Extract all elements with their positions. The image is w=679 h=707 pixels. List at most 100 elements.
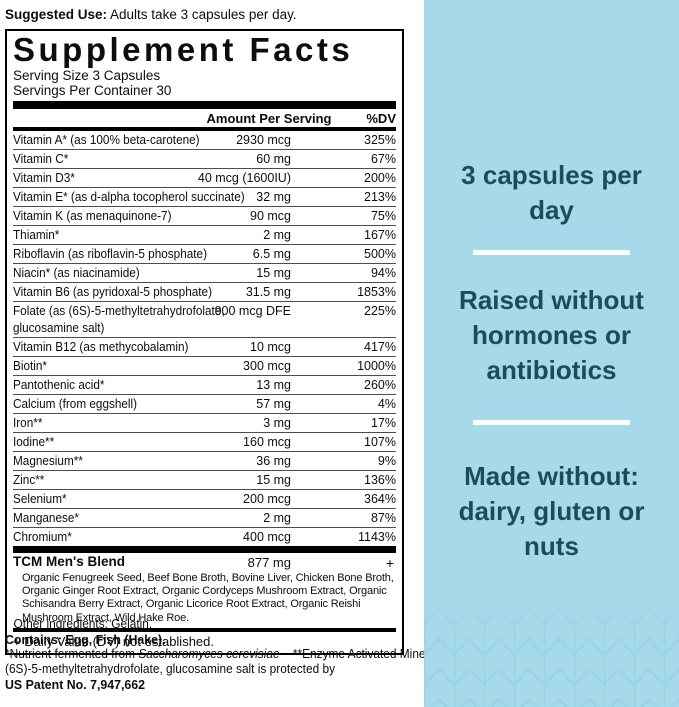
nutrient-name: Selenium* [13, 492, 67, 506]
nutrient-dv: 67% [370, 152, 396, 166]
nutrient-name: Vitamin E* (as d-alpha tocopherol succin… [13, 190, 245, 204]
nutrient-row: Biotin* 300 mcg 1000% [13, 357, 396, 376]
nutrient-amount: 60 mg [256, 152, 291, 166]
nutrient-name: Calcium (from eggshell) [13, 397, 138, 411]
nutrient-row: Vitamin C* 60 mg 67% [13, 150, 396, 169]
nutrient-dv: 136% [364, 473, 396, 487]
nutrient-row: Zinc** 15 mg 136% [13, 471, 396, 490]
divider-bar-footnote [13, 627, 396, 632]
nutrient-amount: 300 mcg [243, 359, 291, 373]
nutrient-rows: Vitamin A* (as 100% beta-carotene) 2930 … [13, 131, 396, 546]
nutrient-amount: 400 mcg [243, 530, 291, 544]
nutrient-note: *Nutrient fermented from Saccharomyces c… [5, 647, 439, 662]
divider-bar-thick [13, 101, 396, 109]
nutrient-row: Iodine** 160 mcg 107% [13, 433, 396, 452]
nutrient-name: Vitamin C* [13, 152, 69, 166]
servings-per-container: Servings Per Container 30 [13, 83, 172, 98]
nutrient-amount: 2 mg [263, 511, 291, 525]
nutrient-note-species: Saccharomyces cerevisiae [138, 647, 280, 661]
nutrient-row: Magnesium** 36 mg 9% [13, 452, 396, 471]
nutrient-row: Folate (as (6S)-5-methyltetrahydrofolate… [13, 302, 396, 338]
nutrient-dv: 17% [370, 416, 396, 430]
claim-divider-2 [473, 420, 630, 425]
nutrient-dv: 213% [364, 190, 396, 204]
nutrient-dv: 75% [370, 209, 396, 223]
nutrient-dv: 500% [364, 247, 396, 261]
nutrient-name: Vitamin A* (as 100% beta-carotene) [13, 133, 200, 147]
claim-made-without: Made without: dairy, gluten or nuts [458, 461, 645, 561]
other-ingredients: Other ingredients: Gelatin. [13, 617, 153, 631]
nutrient-row: Thiamin* 2 mg 167% [13, 226, 396, 245]
nutrient-row: Vitamin E* (as d-alpha tocopherol succin… [13, 188, 396, 207]
nutrient-row: Manganese* 2 mg 87% [13, 509, 396, 528]
nutrient-amount: 90 mcg [250, 209, 291, 223]
nutrient-amount: 10 mcg [250, 340, 291, 354]
serving-size: Serving Size 3 Capsules [13, 68, 161, 83]
blend-row: TCM Men's Blend 877 mg + [13, 553, 396, 572]
nutrient-name: Manganese* [13, 511, 79, 525]
chevron-pattern [424, 599, 679, 707]
blue-side-panel: 3 capsules per day Raised without hormon… [424, 0, 679, 707]
claim-divider-1 [473, 250, 630, 255]
nutrient-amount: 13 mg [256, 378, 291, 392]
nutrient-row: Vitamin B6 (as pyridoxal-5 phosphate) 31… [13, 283, 396, 302]
dv-footnote: + Daily Value (DV) not established. [13, 633, 214, 649]
nutrient-dv: 225% [364, 304, 396, 318]
nutrient-dv: 200% [364, 171, 396, 185]
nutrient-row: Vitamin A* (as 100% beta-carotene) 2930 … [13, 131, 396, 150]
suggested-use-label: Suggested Use: [5, 7, 108, 22]
blend-name: TCM Men's Blend [13, 554, 125, 569]
nutrient-row: Niacin* (as niacinamide) 15 mg 94% [13, 264, 396, 283]
nutrient-row: Vitamin D3* 40 mcg (1600IU) 200% [13, 169, 396, 188]
nutrient-dv: 107% [364, 435, 396, 449]
nutrient-name: Biotin* [13, 359, 47, 373]
nutrient-amount: 31.5 mg [245, 285, 291, 299]
nutrient-row: Selenium* 200 mcg 364% [13, 490, 396, 509]
nutrient-amount: 36 mg [256, 454, 291, 468]
amount-per-serving-header: Amount Per Serving [206, 111, 332, 126]
divider-bar-medium [13, 127, 396, 131]
label-column: Suggested Use: Adults take 3 capsules pe… [5, 7, 439, 692]
nutrient-name: Folate (as (6S)-5-methyltetrahydrofolate… [13, 304, 225, 335]
blend-amount: 877 mg [247, 555, 291, 570]
nutrient-amount: 2930 mcg [236, 133, 291, 147]
nutrient-row: Pantothenic acid* 13 mg 260% [13, 376, 396, 395]
nutrient-name: Riboflavin (as riboflavin-5 phosphate) [13, 247, 207, 261]
nutrient-dv: 1143% [358, 530, 396, 544]
suggested-use: Suggested Use: Adults take 3 capsules pe… [5, 7, 419, 23]
nutrient-note-post: **Enzyme Activated Mineral [292, 647, 439, 661]
table-header-row: Amount Per Serving %DV [13, 109, 396, 127]
nutrient-amount: 2 mg [263, 228, 291, 242]
nutrient-row: Calcium (from eggshell) 57 mg 4% [13, 395, 396, 414]
nutrient-amount: 6.5 mg [252, 247, 291, 261]
nutrient-note-pre: *Nutrient fermented from [5, 647, 139, 661]
supplement-facts-title: Supplement Facts [13, 31, 354, 68]
nutrient-dv: 1000% [357, 359, 396, 373]
nutrient-dv: 94% [370, 266, 396, 280]
divider-bar-blend [13, 546, 396, 553]
label-notes: Other ingredients: Gelatin. Contains: Eg… [5, 617, 439, 692]
nutrient-amount: 57 mg [256, 397, 291, 411]
nutrient-row: Vitamin B12 (as methycobalamin) 10 mcg 4… [13, 338, 396, 357]
side-panel-content: 3 capsules per day Raised without hormon… [424, 0, 679, 564]
nutrient-dv: 260% [364, 378, 396, 392]
nutrient-amount: 160 mcg [243, 435, 291, 449]
nutrient-row: Riboflavin (as riboflavin-5 phosphate) 6… [13, 245, 396, 264]
nutrient-dv: 364% [364, 492, 396, 506]
nutrient-dv: 87% [370, 511, 396, 525]
claim-raised-without: Raised without hormones or antibiotics [459, 285, 644, 385]
nutrient-dv: 325% [364, 133, 396, 147]
suggested-use-text: Adults take 3 capsules per day. [107, 7, 297, 22]
nutrient-dv: 1853% [357, 285, 396, 299]
nutrient-amount: 15 mg [256, 266, 291, 280]
percent-dv-header: %DV [366, 111, 396, 126]
nutrient-amount: 900 mcg DFE [214, 304, 291, 318]
nutrient-name: Thiamin* [13, 228, 60, 242]
blend-dv: + [385, 555, 394, 571]
nutrient-dv: 9% [377, 454, 396, 468]
nutrient-amount: 40 mcg (1600IU) [197, 171, 291, 185]
patent-number: US Patent No. 7,947,662 [5, 677, 146, 692]
nutrient-amount: 200 mcg [243, 492, 291, 506]
nutrient-row: Iron** 3 mg 17% [13, 414, 396, 433]
